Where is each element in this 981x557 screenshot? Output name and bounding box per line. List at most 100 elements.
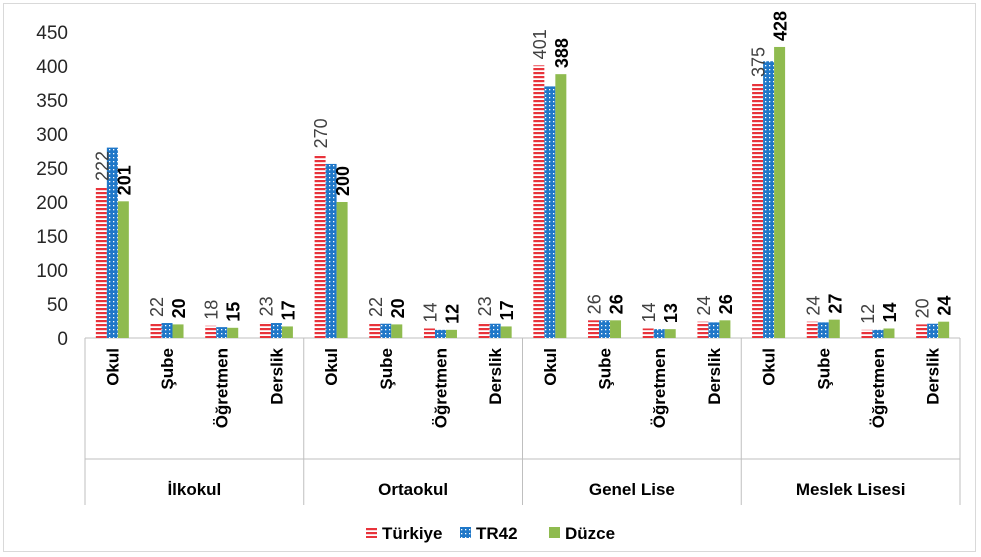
bar-d-zce [500,326,512,338]
data-label-turkiye: 24 [694,296,714,316]
category-label: Okul [322,348,341,386]
bar-tr42 [872,329,884,338]
data-label-duzce: 428 [771,11,791,41]
category-label: Şube [377,348,396,390]
y-tick-label: 250 [36,159,68,180]
bar-tr42 [653,329,665,338]
category-label: Öğretmen [650,348,669,428]
data-label-turkiye: 222 [92,151,112,181]
data-label-turkiye: 14 [639,302,659,322]
data-label-duzce: 24 [935,296,955,316]
category-label: Okul [760,348,779,386]
category-label: Derslik [267,347,286,404]
bar-t-rkiye [588,320,600,338]
category-label: Öğretmen [431,348,450,428]
data-label-turkiye: 22 [147,297,167,317]
bar-d-zce [938,321,950,338]
bar-t-rkiye [916,324,928,338]
bar-tr42 [161,323,173,338]
bar-tr42 [380,323,392,338]
bar-t-rkiye [150,323,162,338]
category-label: Şube [158,348,177,390]
legend-label: Düzce [565,524,615,543]
bar-d-zce [719,320,731,338]
y-tick-label: 300 [36,125,68,146]
bar-t-rkiye [205,325,217,338]
y-tick-label: 200 [36,193,68,214]
bar-d-zce [445,329,457,338]
bar-tr42 [325,163,337,338]
bar-d-zce [227,327,239,338]
y-tick-label: 350 [36,91,68,112]
y-tick-label: 0 [57,329,68,350]
data-label-turkiye: 20 [913,298,933,318]
data-label-turkiye: 375 [749,47,769,77]
y-tick-label: 150 [36,227,68,248]
chart-frame [3,3,976,552]
data-label-turkiye: 18 [202,300,222,320]
data-label-duzce: 17 [497,300,517,320]
data-label-duzce: 12 [442,304,462,324]
legend-label: Türkiye [382,524,442,543]
bar-tr42 [544,86,556,339]
bar-d-zce [610,320,622,338]
data-label-duzce: 20 [169,298,189,318]
bar-t-rkiye [861,329,873,338]
data-label-duzce: 20 [388,298,408,318]
bar-d-zce [664,329,676,338]
data-label-turkiye: 24 [803,296,823,316]
bar-d-zce [828,319,840,338]
data-label-duzce: 201 [114,165,134,195]
bar-d-zce [774,46,786,339]
data-label-turkiye: 401 [530,29,550,59]
bar-tr42 [216,327,228,338]
bar-tr42 [708,322,720,338]
bar-d-zce [555,74,567,338]
data-label-turkiye: 26 [585,294,605,314]
bar-d-zce [281,326,293,338]
data-label-duzce: 26 [607,294,627,314]
y-tick-label: 50 [47,295,68,316]
category-label: Öğretmen [869,348,888,428]
category-label: Şube [814,348,833,390]
bar-tr42 [270,323,282,338]
y-tick-label: 450 [36,23,68,44]
bar-t-rkiye [806,321,818,338]
group-label: Ortaokul [378,480,448,499]
x-axis: Okul Şube Öğretmen Derslik Okul Şube Öğretmen D… [84,338,961,505]
bar-t-rkiye [752,83,764,338]
category-label: Öğretmen [213,348,232,428]
y-tick-label: 100 [36,261,68,282]
bar-t-rkiye [369,323,381,338]
category-label: Okul [541,348,560,386]
legend: Türkiye TR42 Düzce [366,524,615,543]
data-label-duzce: 17 [278,300,298,320]
data-label-turkiye: 23 [256,296,276,316]
group-label: Meslek Lisesi [796,480,906,499]
bar-d-zce [336,202,348,338]
bars [95,46,950,339]
bar-tr42 [434,329,446,338]
data-label-turkiye: 14 [420,302,440,322]
bar-tr42 [106,147,118,338]
category-label: Derslik [924,347,943,404]
category-label: Derslik [705,347,724,404]
data-label-duzce: 13 [661,303,681,323]
bar-t-rkiye [478,322,490,338]
bar-d-zce [883,328,895,338]
bar-t-rkiye [642,328,654,338]
bar-tr42 [489,323,501,338]
data-label-turkiye: 12 [858,304,878,324]
data-label-duzce: 15 [224,302,244,322]
bar-tr42 [817,322,829,338]
legend-swatch [549,527,560,538]
data-label-duzce: 14 [880,302,900,322]
legend-label: TR42 [476,524,518,543]
y-tick-label: 400 [36,57,68,78]
bar-d-zce [391,324,403,338]
bar-t-rkiye [95,187,107,338]
data-label-turkiye: 270 [311,118,331,148]
data-label-turkiye: 23 [475,296,495,316]
